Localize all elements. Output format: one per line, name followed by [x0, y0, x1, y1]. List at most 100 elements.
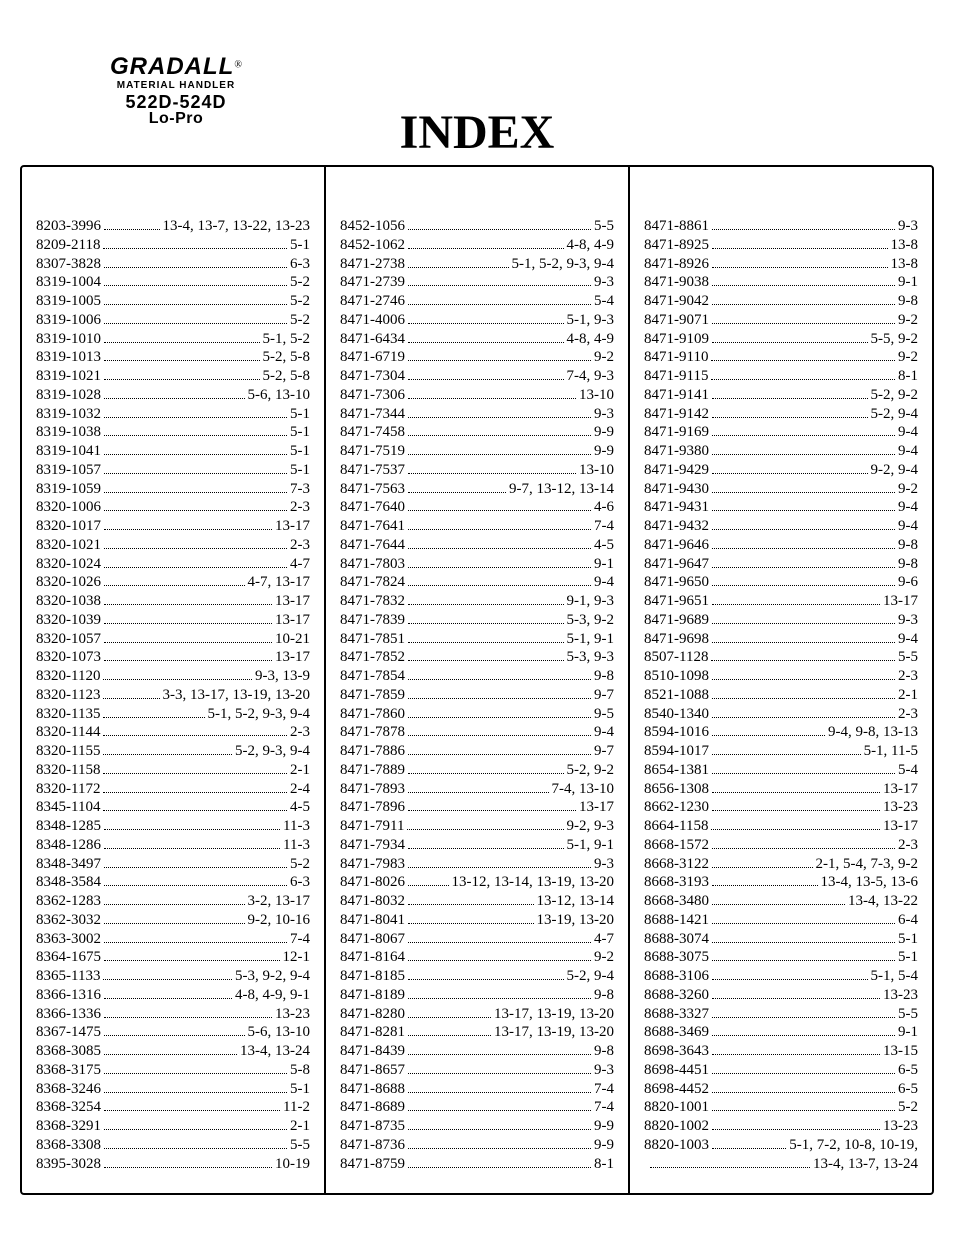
- index-entry: 8209-21185-1: [36, 236, 310, 255]
- leader-dots: [104, 1092, 287, 1093]
- page-refs: 9-1: [594, 555, 614, 574]
- part-number: 8471-7640: [340, 498, 405, 517]
- leader-dots: [712, 885, 818, 886]
- index-entry: 8320-11442-3: [36, 723, 310, 742]
- index-entry: 8203-399613-4, 13-7, 13-22, 13-23: [36, 217, 310, 236]
- leader-dots: [712, 1035, 895, 1036]
- part-number: 8471-2746: [340, 292, 405, 311]
- leader-dots: [103, 810, 287, 811]
- page-refs: 13-12, 13-14: [537, 892, 615, 911]
- leader-dots: [712, 773, 895, 774]
- index-entry: 8471-40065-1, 9-3: [340, 311, 614, 330]
- part-number: 8471-9380: [644, 442, 709, 461]
- page-refs: 9-3: [898, 611, 918, 630]
- page-refs: 9-3: [594, 1061, 614, 1080]
- part-number: 8320-1024: [36, 555, 101, 574]
- page-refs: 6-4: [898, 911, 918, 930]
- page-refs: 5-5: [898, 648, 918, 667]
- part-number: 8366-1336: [36, 1005, 101, 1024]
- part-number: 8471-9432: [644, 517, 709, 536]
- page-refs: 5-2: [898, 1098, 918, 1117]
- leader-dots: [104, 379, 260, 380]
- leader-dots: [104, 323, 287, 324]
- part-number: 8471-8689: [340, 1098, 405, 1117]
- page-refs: 5-5: [898, 1005, 918, 1024]
- index-entry: 8507-11285-5: [644, 648, 918, 667]
- part-number: 8395-3028: [36, 1155, 101, 1174]
- index-entry: 8662-123013-23: [644, 798, 918, 817]
- index-entry: 8368-31755-8: [36, 1061, 310, 1080]
- index-entry: 8471-27385-1, 5-2, 9-3, 9-4: [340, 255, 614, 274]
- index-entry: 8471-79119-2, 9-3: [340, 817, 614, 836]
- part-number: 8471-7851: [340, 630, 405, 649]
- part-number: 8471-9430: [644, 480, 709, 499]
- leader-dots: [408, 1035, 491, 1036]
- part-number: 8471-7641: [340, 517, 405, 536]
- leader-dots: [408, 567, 591, 568]
- part-number: 8471-6434: [340, 330, 405, 349]
- leader-dots: [712, 473, 868, 474]
- part-number: 8319-1038: [36, 423, 101, 442]
- leader-dots: [103, 698, 159, 699]
- brand-name: GRADALL: [110, 53, 234, 80]
- leader-dots: [712, 229, 895, 230]
- part-number: 8319-1006: [36, 311, 101, 330]
- part-number: 8471-7644: [340, 536, 405, 555]
- page-refs: 5-6, 13-10: [248, 386, 311, 405]
- index-entry: 8471-88619-3: [644, 217, 918, 236]
- leader-dots: [104, 848, 280, 849]
- leader-dots: [408, 885, 449, 886]
- leader-dots: [103, 717, 204, 718]
- leader-dots: [104, 473, 287, 474]
- part-number: 8471-8736: [340, 1136, 405, 1155]
- leader-dots: [408, 267, 509, 268]
- part-number: 8348-3497: [36, 855, 101, 874]
- index-entry: 8820-10015-2: [644, 1098, 918, 1117]
- leader-dots: [712, 904, 845, 905]
- page-refs: 9-3: [594, 855, 614, 874]
- page-refs: 7-3: [290, 480, 310, 499]
- part-number: 8471-7803: [340, 555, 405, 574]
- page-refs: 5-3, 9-2, 9-4: [235, 967, 310, 986]
- part-number: 8594-1016: [644, 723, 709, 742]
- leader-dots: [408, 342, 564, 343]
- part-number: 8471-8759: [340, 1155, 405, 1174]
- index-entry: 8510-10982-3: [644, 667, 918, 686]
- part-number: 8319-1032: [36, 405, 101, 424]
- leader-dots: [408, 1167, 591, 1168]
- part-number: 8471-8067: [340, 930, 405, 949]
- leader-dots: [408, 1073, 591, 1074]
- leader-dots: [712, 867, 813, 868]
- page-refs: 5-2, 9-3, 9-4: [235, 742, 310, 761]
- page-refs: 2-1: [898, 686, 918, 705]
- index-entry: 8471-86887-4: [340, 1080, 614, 1099]
- part-number: 8471-8688: [340, 1080, 405, 1099]
- page-refs: 9-9: [594, 1136, 614, 1155]
- index-entry: 8471-9432 9-4: [644, 517, 918, 536]
- page-refs: 5-5, 9-2: [871, 330, 919, 349]
- leader-dots: [408, 679, 591, 680]
- part-number: 8471-8164: [340, 948, 405, 967]
- leader-dots: [408, 1110, 591, 1111]
- leader-dots: [408, 379, 564, 380]
- page-refs: 2-1: [290, 1117, 310, 1136]
- page-refs: 9-5: [594, 705, 614, 724]
- leader-dots: [104, 229, 160, 230]
- part-number: 8348-1286: [36, 836, 101, 855]
- part-number: 8320-1123: [36, 686, 100, 705]
- part-number: 8320-1006: [36, 498, 101, 517]
- part-number: 8521-1088: [644, 686, 709, 705]
- index-entry: 8345-11044-5: [36, 798, 310, 817]
- page-refs: 9-9: [594, 1117, 614, 1136]
- leader-dots: [104, 942, 287, 943]
- page-refs: 9-4: [898, 517, 918, 536]
- leader-dots: [712, 792, 880, 793]
- index-entry: 8471-94309-2: [644, 480, 918, 499]
- page-refs: 9-2: [898, 348, 918, 367]
- part-number: 8320-1172: [36, 780, 100, 799]
- page-refs: 5-1: [290, 423, 310, 442]
- index-column-1: 8203-399613-4, 13-7, 13-22, 13-238209-21…: [22, 167, 324, 1193]
- page-refs: 2-3: [898, 836, 918, 855]
- index-entry: 8320-103913-17: [36, 611, 310, 630]
- index-entry: 8471-79345-1, 9-1: [340, 836, 614, 855]
